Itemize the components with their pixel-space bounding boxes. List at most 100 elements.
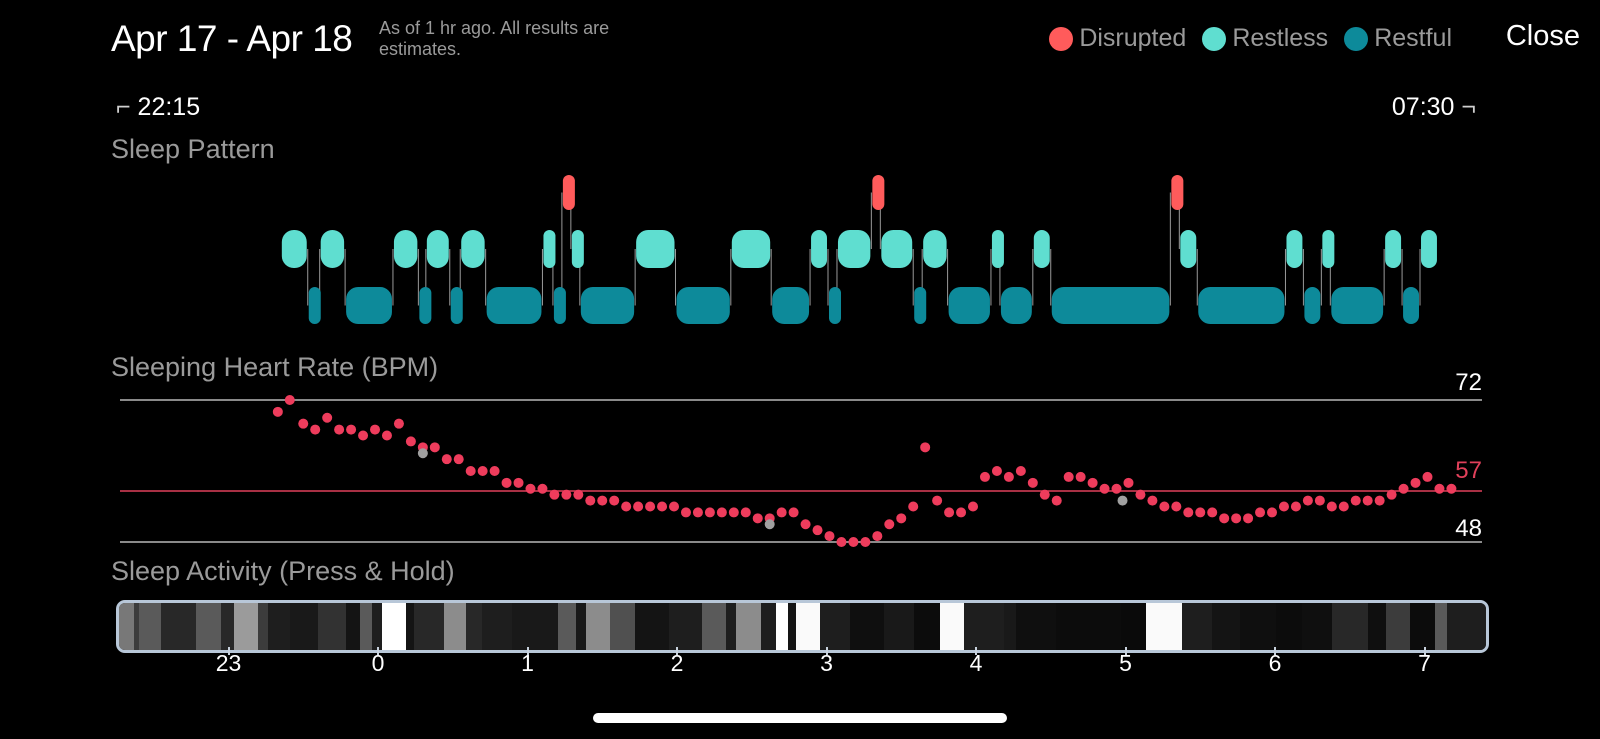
hr-point	[1087, 477, 1098, 488]
hr-point	[1051, 495, 1062, 506]
activity-block	[1447, 603, 1486, 650]
activity-block	[346, 603, 360, 650]
hr-point	[1386, 489, 1397, 500]
pattern-segment-restless	[991, 230, 1004, 268]
pattern-segment-restless	[1286, 230, 1303, 268]
hour-tick-label: 2	[670, 650, 684, 676]
activity-block	[482, 603, 512, 650]
hr-point	[1350, 495, 1361, 506]
hr-point	[1302, 495, 1313, 506]
activity-block	[372, 603, 382, 650]
activity-block	[1146, 603, 1182, 650]
hr-point	[370, 424, 381, 435]
activity-block	[610, 603, 635, 650]
sleep-pattern-chart[interactable]	[0, 170, 1600, 340]
pattern-segment-restful	[828, 287, 841, 324]
hr-point-gray	[764, 519, 775, 530]
hr-point	[956, 507, 967, 518]
pattern-segment-restless	[1180, 230, 1197, 268]
hr-point	[1290, 501, 1301, 512]
hour-tick-mark	[676, 647, 678, 655]
pattern-segment-restful	[450, 287, 463, 324]
hr-point	[1111, 483, 1122, 494]
hr-point	[1410, 477, 1421, 488]
hr-max-label: 72	[1455, 370, 1482, 396]
hr-point	[824, 531, 835, 542]
hr-point	[848, 537, 859, 547]
hr-point	[1338, 501, 1349, 512]
legend-disrupted-label: Disrupted	[1079, 24, 1187, 52]
end-time: 07:30 ¬	[1392, 93, 1476, 122]
hr-point	[621, 501, 632, 512]
hr-avg-label: 57	[1455, 457, 1482, 484]
close-button[interactable]: Close	[1505, 20, 1580, 52]
pattern-segment-restless	[393, 230, 418, 268]
hr-point	[298, 418, 309, 429]
hr-point	[393, 418, 404, 429]
activity-block	[1410, 603, 1435, 650]
hr-point	[405, 436, 416, 447]
hr-point	[884, 519, 895, 530]
activity-block	[406, 603, 414, 650]
activity-block	[1056, 603, 1081, 650]
hr-point	[441, 454, 452, 465]
estimate-note: As of 1 hr ago. All results are estimate…	[379, 18, 610, 59]
pattern-segment-restful	[1331, 287, 1384, 324]
activity-block	[258, 603, 268, 650]
hr-point	[453, 454, 464, 465]
hr-point	[1231, 513, 1242, 524]
activity-block	[444, 603, 466, 650]
hr-point	[1243, 513, 1254, 524]
hr-point	[896, 513, 907, 524]
hr-point	[1147, 495, 1158, 506]
legend: Disrupted Restless Restful	[1049, 24, 1452, 53]
hr-point	[860, 537, 871, 547]
activity-block	[538, 603, 558, 650]
pattern-segment-restless	[320, 230, 345, 268]
hr-point	[1027, 477, 1038, 488]
hour-tick-mark	[1124, 647, 1127, 655]
hr-point	[346, 424, 357, 435]
hr-point	[1159, 501, 1170, 512]
pattern-segment-restful	[553, 287, 566, 324]
hr-point	[537, 483, 548, 494]
page-title: Apr 17 - Apr 18	[111, 18, 353, 59]
hour-tick-mark	[825, 647, 828, 655]
hour-tick-label: 0	[371, 650, 385, 676]
pattern-segment-restful	[580, 287, 635, 324]
home-indicator[interactable]	[593, 713, 1007, 723]
hr-point	[477, 466, 488, 476]
hr-point	[1183, 507, 1194, 518]
pattern-segment-restful	[948, 287, 990, 324]
pattern-segment-disrupted	[562, 175, 575, 210]
pattern-segment-restless	[837, 230, 871, 268]
pattern-segment-restless	[636, 230, 675, 268]
activity-block	[726, 603, 736, 650]
hr-point	[669, 501, 680, 512]
hr-point	[968, 501, 979, 512]
hour-axis: 23 0 1 2 3 4 5 6 7	[0, 647, 1600, 690]
hour-tick-label: 6	[1268, 650, 1282, 676]
pattern-segment-restful	[772, 287, 810, 324]
pattern-segment-restless	[1385, 230, 1402, 268]
activity-block	[119, 603, 134, 650]
hr-point	[740, 507, 751, 518]
activity-block	[1368, 603, 1386, 650]
hr-point	[1207, 507, 1218, 518]
hour-tick-mark	[975, 647, 977, 655]
activity-block	[796, 603, 820, 650]
hr-point	[1123, 477, 1134, 488]
hr-point	[358, 430, 369, 441]
activity-block	[139, 603, 161, 650]
hr-point	[1398, 483, 1409, 494]
activity-block	[788, 603, 796, 650]
hour-tick-mark	[526, 647, 529, 655]
hr-min-label: 48	[1455, 515, 1482, 542]
activity-block	[1182, 603, 1212, 650]
pattern-segment-restless	[461, 230, 485, 268]
sleep-activity-bar[interactable]	[116, 600, 1489, 653]
activity-block	[1332, 603, 1368, 650]
hr-point	[1063, 471, 1074, 482]
sleep-pattern-title: Sleep Pattern	[111, 134, 275, 164]
pattern-segment-restful	[486, 287, 542, 324]
